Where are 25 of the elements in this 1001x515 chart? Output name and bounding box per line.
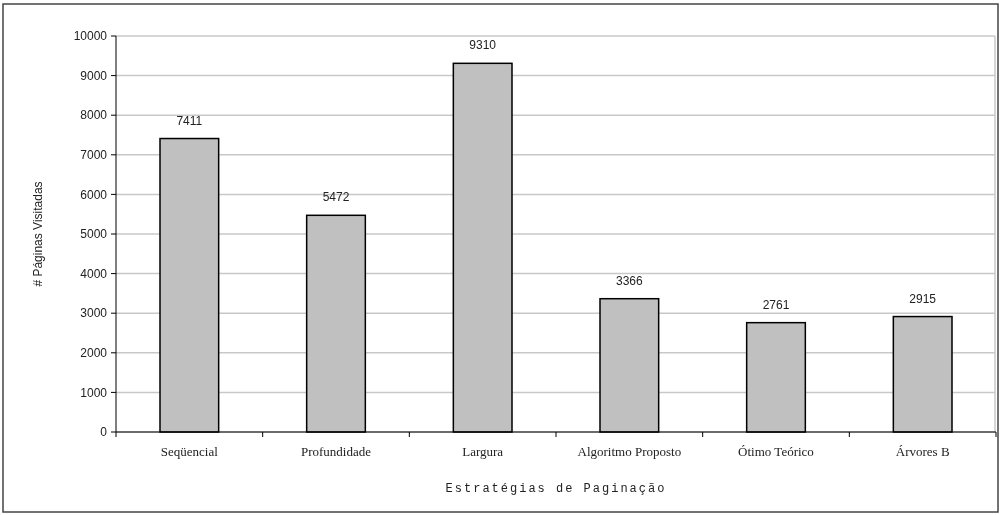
y-tick-label: 0 [100, 425, 108, 440]
y-tick-label: 5000 [80, 227, 108, 242]
y-tick-label: 4000 [80, 266, 108, 281]
data-label: 3366 [615, 273, 643, 288]
y-axis-title: # Páginas Visitadas [31, 181, 45, 287]
x-axis-title: Estratégias de Paginação [445, 482, 667, 496]
x-tick-label: Seqüencial [160, 444, 219, 459]
y-tick-label: 1000 [80, 385, 108, 400]
x-tick-label: Ótimo Teórico [738, 444, 814, 459]
x-tick-label: Árvores B [895, 444, 950, 459]
data-label: 5472 [322, 190, 350, 205]
y-tick-label: 7000 [80, 148, 108, 162]
data-label: 9310 [469, 38, 497, 53]
y-tick-label: 10000 [73, 29, 108, 44]
data-label: 2915 [909, 291, 937, 306]
y-tick-label: 2000 [80, 346, 108, 360]
y-tick-label: 8000 [80, 108, 108, 123]
data-label: 2761 [762, 297, 790, 312]
x-tick-label: Algoritmo Proposto [577, 444, 682, 459]
x-tick-label: Profundidade [300, 444, 372, 459]
x-tick-label: Largura [462, 444, 504, 459]
y-tick-label: 9000 [80, 68, 108, 83]
y-tick-label: 3000 [80, 306, 108, 321]
data-label: 7411 [176, 113, 203, 128]
y-tick-label: 6000 [80, 187, 108, 202]
